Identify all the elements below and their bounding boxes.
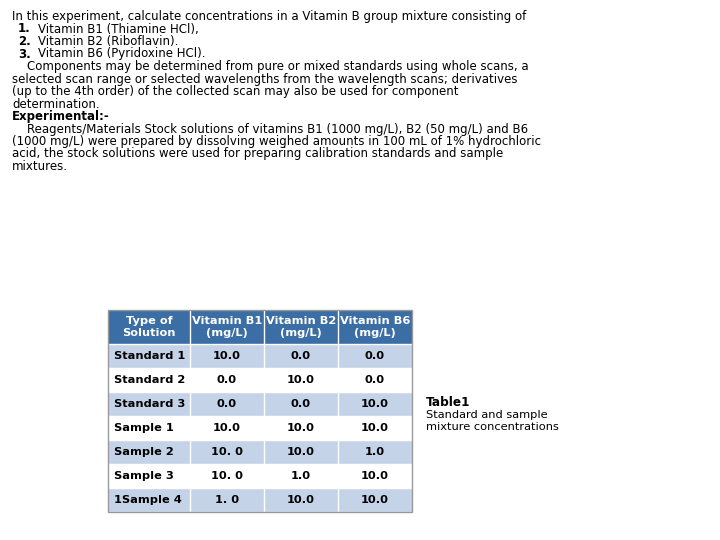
Text: 10.0: 10.0	[213, 351, 241, 361]
Text: Reagents/Materials Stock solutions of vitamins B1 (1000 mg/L), B2 (50 mg/L) and : Reagents/Materials Stock solutions of vi…	[12, 123, 528, 136]
Text: 1Sample 4: 1Sample 4	[114, 495, 181, 505]
Text: 10. 0: 10. 0	[211, 471, 243, 481]
Text: 10.0: 10.0	[287, 375, 315, 385]
Bar	[264, 368, 338, 392]
Text: 0.0: 0.0	[217, 375, 237, 385]
Text: Table1: Table1	[426, 396, 470, 409]
Text: 0.0: 0.0	[365, 351, 385, 361]
Bar	[108, 310, 412, 512]
Bar	[338, 344, 412, 368]
Bar	[264, 440, 338, 464]
Text: 10.0: 10.0	[287, 447, 315, 457]
Text: Standard 1: Standard 1	[114, 351, 185, 361]
Text: Vitamin B6
(mg/L): Vitamin B6 (mg/L)	[340, 316, 410, 338]
Bar	[190, 464, 264, 488]
Bar	[338, 416, 412, 440]
Bar	[108, 464, 190, 488]
Text: 0.0: 0.0	[217, 399, 237, 409]
Text: Vitamin B2
(mg/L): Vitamin B2 (mg/L)	[266, 316, 336, 338]
Bar	[108, 416, 190, 440]
Bar	[264, 464, 338, 488]
Bar	[264, 310, 338, 344]
Text: 1.0: 1.0	[365, 447, 385, 457]
Bar	[190, 310, 264, 344]
Text: 3.: 3.	[18, 48, 31, 60]
Bar	[338, 488, 412, 512]
Text: Vitamin B6 (Pyridoxine HCl).: Vitamin B6 (Pyridoxine HCl).	[38, 48, 205, 60]
Bar	[108, 392, 190, 416]
Text: Standard 2: Standard 2	[114, 375, 185, 385]
Bar	[190, 440, 264, 464]
Text: Sample 1: Sample 1	[114, 423, 174, 433]
Text: Standard 3: Standard 3	[114, 399, 185, 409]
Text: 10.0: 10.0	[213, 423, 241, 433]
Bar	[190, 368, 264, 392]
Text: Type of
Solution: Type of Solution	[122, 316, 176, 338]
Text: 10.0: 10.0	[361, 495, 389, 505]
Text: Sample 2: Sample 2	[114, 447, 174, 457]
Text: (1000 mg/L) were prepared by dissolving weighed amounts in 100 mL of 1% hydrochl: (1000 mg/L) were prepared by dissolving …	[12, 135, 541, 148]
Text: selected scan range or selected wavelengths from the wavelength scans; derivativ: selected scan range or selected waveleng…	[12, 72, 518, 85]
Bar	[190, 488, 264, 512]
Text: 0.0: 0.0	[291, 399, 311, 409]
Text: 1.: 1.	[18, 23, 31, 36]
Text: mixtures.: mixtures.	[12, 160, 68, 173]
Bar	[190, 344, 264, 368]
Text: Sample 3: Sample 3	[114, 471, 174, 481]
Bar	[338, 464, 412, 488]
Text: Components may be determined from pure or mixed standards using whole scans, a: Components may be determined from pure o…	[12, 60, 528, 73]
Bar	[108, 344, 190, 368]
Bar	[108, 368, 190, 392]
Text: (up to the 4th order) of the collected scan may also be used for component: (up to the 4th order) of the collected s…	[12, 85, 459, 98]
Bar	[108, 488, 190, 512]
Bar	[338, 440, 412, 464]
Text: Standard and sample
mixture concentrations: Standard and sample mixture concentratio…	[426, 410, 559, 431]
Text: 2.: 2.	[18, 35, 31, 48]
Text: 1. 0: 1. 0	[215, 495, 239, 505]
Text: In this experiment, calculate concentrations in a Vitamin B group mixture consis: In this experiment, calculate concentrat…	[12, 10, 526, 23]
Text: 10.0: 10.0	[287, 423, 315, 433]
Text: 1.0: 1.0	[291, 471, 311, 481]
Bar	[264, 344, 338, 368]
Text: 10.0: 10.0	[361, 423, 389, 433]
Text: Experimental:-: Experimental:-	[12, 110, 109, 123]
Text: Vitamin B1
(mg/L): Vitamin B1 (mg/L)	[192, 316, 262, 338]
Text: 0.0: 0.0	[365, 375, 385, 385]
Bar	[264, 488, 338, 512]
Bar	[338, 310, 412, 344]
Text: 10.0: 10.0	[361, 399, 389, 409]
Text: 10. 0: 10. 0	[211, 447, 243, 457]
Bar	[108, 310, 190, 344]
Text: 10.0: 10.0	[287, 495, 315, 505]
Bar	[338, 392, 412, 416]
Text: determination.: determination.	[12, 98, 99, 111]
Bar	[108, 440, 190, 464]
Text: Vitamin B1 (Thiamine HCl),: Vitamin B1 (Thiamine HCl),	[38, 23, 199, 36]
Text: acid, the stock solutions were used for preparing calibration standards and samp: acid, the stock solutions were used for …	[12, 147, 503, 160]
Bar	[338, 368, 412, 392]
Bar	[190, 392, 264, 416]
Bar	[264, 392, 338, 416]
Text: Vitamin B2 (Riboflavin).: Vitamin B2 (Riboflavin).	[38, 35, 179, 48]
Bar	[190, 416, 264, 440]
Text: 0.0: 0.0	[291, 351, 311, 361]
Text: 10.0: 10.0	[361, 471, 389, 481]
Bar	[264, 416, 338, 440]
